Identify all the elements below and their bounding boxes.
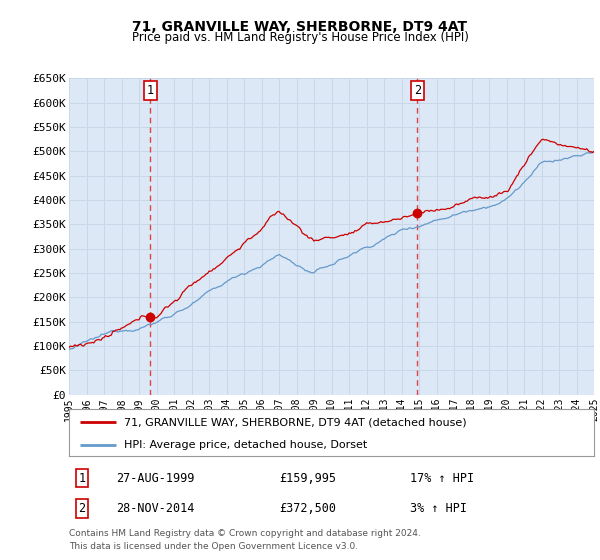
Text: 1: 1 [147, 84, 154, 97]
Text: 71, GRANVILLE WAY, SHERBORNE, DT9 4AT (detached house): 71, GRANVILLE WAY, SHERBORNE, DT9 4AT (d… [124, 417, 467, 427]
Text: Price paid vs. HM Land Registry's House Price Index (HPI): Price paid vs. HM Land Registry's House … [131, 31, 469, 44]
Text: 2: 2 [79, 502, 86, 515]
Text: £159,995: £159,995 [279, 472, 336, 485]
Text: This data is licensed under the Open Government Licence v3.0.: This data is licensed under the Open Gov… [69, 542, 358, 550]
Text: 28-NOV-2014: 28-NOV-2014 [116, 502, 194, 515]
Text: 17% ↑ HPI: 17% ↑ HPI [410, 472, 475, 485]
Text: 2: 2 [414, 84, 421, 97]
Text: HPI: Average price, detached house, Dorset: HPI: Average price, detached house, Dors… [124, 440, 367, 450]
Text: 27-AUG-1999: 27-AUG-1999 [116, 472, 194, 485]
Text: 3% ↑ HPI: 3% ↑ HPI [410, 502, 467, 515]
Text: 1: 1 [79, 472, 86, 485]
Text: 71, GRANVILLE WAY, SHERBORNE, DT9 4AT: 71, GRANVILLE WAY, SHERBORNE, DT9 4AT [133, 20, 467, 34]
Text: £372,500: £372,500 [279, 502, 336, 515]
Text: Contains HM Land Registry data © Crown copyright and database right 2024.: Contains HM Land Registry data © Crown c… [69, 529, 421, 538]
